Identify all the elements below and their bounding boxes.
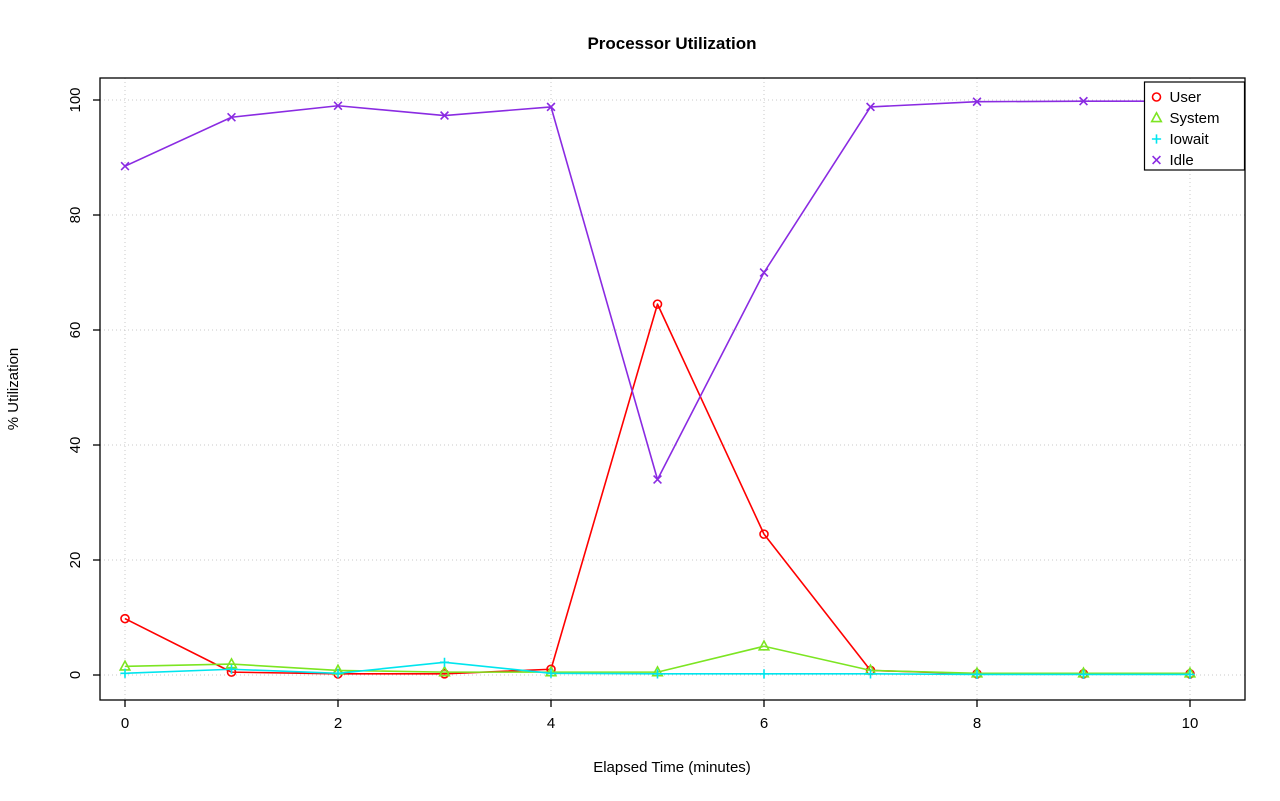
marker-idle: [440, 111, 449, 120]
plot-box: [99, 77, 1246, 701]
marker-iowait: [226, 664, 237, 674]
marker-iowait: [972, 669, 982, 680]
marker-idle: [120, 161, 130, 171]
y-tick-label: 60: [67, 322, 84, 339]
legend-label-system: System: [1170, 110, 1220, 127]
marker-idle: [1079, 96, 1088, 106]
marker-idle: [759, 268, 769, 277]
legend-label-user: User: [1170, 89, 1202, 106]
marker-idle: [653, 475, 662, 484]
series-line-user: [124, 303, 1190, 675]
marker-iowait: [1078, 669, 1089, 680]
marker-idle: [333, 101, 343, 111]
marker-user: [652, 299, 663, 309]
marker-iowait: [652, 669, 663, 679]
legend-label-idle: Idle: [1170, 152, 1194, 169]
x-tick-label: 8: [973, 715, 981, 732]
y-tick-label: 0: [67, 671, 84, 679]
legend-symbol-user: [1151, 92, 1162, 102]
x-axis-label: Elapsed Time (minutes): [593, 759, 751, 776]
x-tick-label: 0: [121, 715, 129, 732]
series-layer: [118, 96, 1197, 680]
y-tick-label: 20: [67, 552, 84, 569]
grid-layer: [100, 78, 1245, 700]
legend-symbol-iowait: [1151, 134, 1162, 144]
series-iowait: [120, 657, 1195, 680]
marker-system: [757, 639, 771, 651]
marker-system: [438, 665, 451, 677]
y-tick-label: 100: [67, 87, 84, 112]
marker-iowait: [759, 669, 769, 679]
y-axis-label: % Utilization: [5, 348, 22, 431]
x-tick-label: 6: [760, 715, 768, 732]
series-idle: [120, 96, 1195, 484]
marker-iowait: [1185, 669, 1195, 680]
chart-title: Processor Utilization: [587, 34, 756, 53]
series-line-system: [124, 645, 1190, 675]
marker-idle: [227, 112, 236, 122]
y-tick-label: 40: [67, 437, 84, 454]
marker-iowait: [439, 657, 450, 667]
legend-symbol-idle: [1152, 155, 1161, 165]
x-tick-label: 4: [547, 715, 555, 732]
legend-label-iowait: Iowait: [1170, 131, 1210, 148]
series-line-idle: [124, 100, 1190, 481]
x-tick-label: 10: [1182, 715, 1199, 732]
marker-iowait: [333, 668, 343, 678]
y-tick-label: 80: [67, 207, 84, 224]
series-user: [120, 299, 1195, 679]
marker-iowait: [546, 668, 556, 678]
marker-iowait: [865, 669, 876, 679]
marker-idle: [972, 97, 982, 107]
marker-idle: [546, 102, 556, 112]
legend-layer: User System Iowait Idle: [1143, 81, 1246, 171]
marker-user: [759, 529, 769, 539]
marker-idle: [866, 102, 875, 112]
marker-user: [120, 613, 130, 624]
x-tick-label: 2: [334, 715, 342, 732]
legend-symbol-system: [1150, 111, 1163, 123]
marker-iowait: [120, 668, 130, 678]
